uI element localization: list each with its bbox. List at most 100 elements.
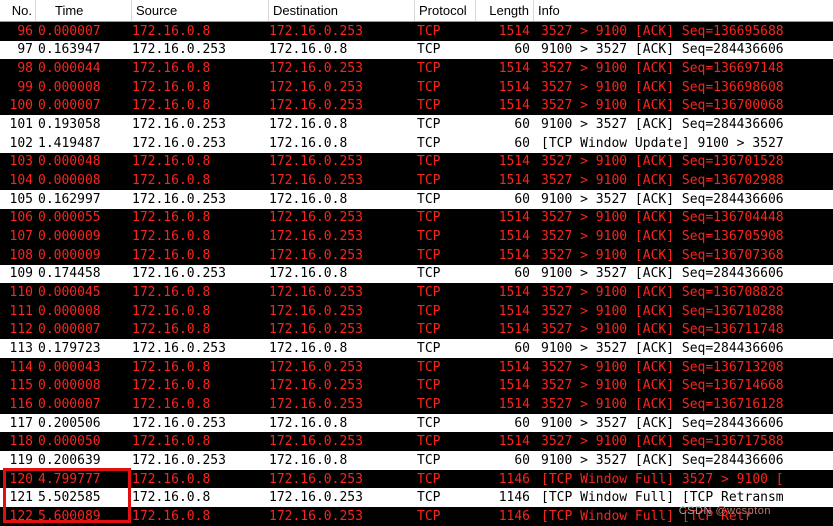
packet-protocol-cell: TCP [417,247,441,263]
column-header-no[interactable]: No. [0,0,36,21]
packet-row[interactable]: 115 0.000008 172.16.0.8 172.16.0.253 TCP… [0,376,833,396]
packet-destination-cell: 172.16.0.253 [269,396,363,412]
packet-info-cell: 9100 > 3527 [ACK] Seq=284436606 [541,266,784,282]
packet-length-cell: 1146 [498,490,530,506]
packet-info-cell: 9100 > 3527 [ACK] Seq=284436606 [541,415,784,431]
packet-protocol-cell: TCP [417,490,441,506]
packet-row[interactable]: 103 0.000048 172.16.0.8 172.16.0.253 TCP… [0,152,833,172]
packet-protocol-cell: TCP [417,434,441,450]
packet-no-cell: 115 [9,378,33,394]
packet-no-cell: 117 [9,415,33,431]
packet-source-cell: 172.16.0.8 [132,378,211,394]
packet-row[interactable]: 118 0.000050 172.16.0.8 172.16.0.253 TCP… [0,432,833,452]
packet-length-cell: 60 [514,42,530,58]
column-header-protocol[interactable]: Protocol [415,0,476,21]
packet-info-cell: 3527 > 9100 [ACK] Seq=136707368 [541,247,784,263]
packet-info-cell: 3527 > 9100 [ACK] Seq=136701528 [541,154,784,170]
packet-row[interactable]: 101 0.193058 172.16.0.253 172.16.0.8 TCP… [0,115,833,134]
packet-source-cell: 172.16.0.253 [132,452,226,468]
packet-protocol-cell: TCP [417,210,441,226]
packet-no-cell: 122 [9,508,33,524]
packet-no-cell: 111 [9,303,33,319]
packet-time-cell: 0.000055 [38,210,101,226]
packet-time-cell: 0.000008 [38,79,101,95]
packet-row[interactable]: 107 0.000009 172.16.0.8 172.16.0.253 TCP… [0,227,833,246]
packet-row[interactable]: 114 0.000043 172.16.0.8 172.16.0.253 TCP… [0,357,833,377]
packet-no-cell: 114 [9,359,33,375]
packet-row[interactable]: 121 5.502585 172.16.0.8 172.16.0.253 TCP… [0,488,833,508]
packet-destination-cell: 172.16.0.8 [269,191,348,207]
packet-protocol-cell: TCP [417,117,441,133]
column-header-length[interactable]: Length [476,0,534,21]
packet-length-cell: 60 [514,191,530,207]
column-header-destination[interactable]: Destination [269,0,415,21]
packet-length-cell: 1514 [498,378,530,394]
packet-source-cell: 172.16.0.8 [132,98,211,114]
packet-destination-cell: 172.16.0.253 [269,98,363,114]
packet-no-cell: 101 [9,117,33,133]
packet-time-cell: 0.193058 [38,117,101,133]
packet-row[interactable]: 113 0.179723 172.16.0.253 172.16.0.8 TCP… [0,339,833,358]
packet-time-cell: 0.000045 [38,285,101,301]
packet-row[interactable]: 119 0.200639 172.16.0.253 172.16.0.8 TCP… [0,451,833,470]
packet-row[interactable]: 106 0.000055 172.16.0.8 172.16.0.253 TCP… [0,208,833,228]
packet-row[interactable]: 120 4.799777 172.16.0.8 172.16.0.253 TCP… [0,469,833,489]
packet-row[interactable]: 104 0.000008 172.16.0.8 172.16.0.253 TCP… [0,171,833,190]
packet-row[interactable]: 116 0.000007 172.16.0.8 172.16.0.253 TCP… [0,395,833,414]
packet-row[interactable]: 98 0.000044 172.16.0.8 172.16.0.253 TCP … [0,59,833,78]
packet-destination-cell: 172.16.0.253 [269,378,363,394]
packet-time-cell: 0.000008 [38,303,101,319]
packet-row[interactable]: 122 5.600089 172.16.0.8 172.16.0.253 TCP… [0,507,833,526]
packet-row[interactable]: 105 0.162997 172.16.0.253 172.16.0.8 TCP… [0,189,833,209]
packet-row[interactable]: 96 0.000007 172.16.0.8 172.16.0.253 TCP … [0,22,833,41]
packet-destination-cell: 172.16.0.253 [269,229,363,245]
packet-time-cell: 0.179723 [38,340,101,356]
packet-source-cell: 172.16.0.8 [132,23,211,39]
packet-protocol-cell: TCP [417,154,441,170]
packet-row[interactable]: 97 0.163947 172.16.0.253 172.16.0.8 TCP … [0,40,833,60]
packet-source-cell: 172.16.0.8 [132,303,211,319]
packet-time-cell: 0.000043 [38,359,101,375]
packet-no-cell: 112 [9,322,33,338]
column-header-source[interactable]: Source [132,0,269,21]
packet-protocol-cell: TCP [417,173,441,189]
packet-destination-cell: 172.16.0.8 [269,415,348,431]
packet-destination-cell: 172.16.0.8 [269,135,348,151]
packet-info-cell: 3527 > 9100 [ACK] Seq=136702988 [541,173,784,189]
packet-row[interactable]: 109 0.174458 172.16.0.253 172.16.0.8 TCP… [0,264,833,284]
packet-protocol-cell: TCP [417,61,441,77]
packet-row[interactable]: 99 0.000008 172.16.0.8 172.16.0.253 TCP … [0,77,833,97]
packet-length-cell: 60 [514,117,530,133]
packet-protocol-cell: TCP [417,322,441,338]
packet-row[interactable]: 100 0.000007 172.16.0.8 172.16.0.253 TCP… [0,96,833,116]
packet-no-cell: 120 [9,471,33,487]
packet-destination-cell: 172.16.0.253 [269,173,363,189]
packet-destination-cell: 172.16.0.253 [269,490,363,506]
packet-time-cell: 0.000048 [38,154,101,170]
packet-row[interactable]: 108 0.000009 172.16.0.8 172.16.0.253 TCP… [0,245,833,265]
packet-row[interactable]: 111 0.000008 172.16.0.8 172.16.0.253 TCP… [0,301,833,321]
packet-info-cell: 3527 > 9100 [ACK] Seq=136697148 [541,61,784,77]
packet-source-cell: 172.16.0.8 [132,471,211,487]
packet-time-cell: 0.000008 [38,173,101,189]
packet-row[interactable]: 117 0.200506 172.16.0.253 172.16.0.8 TCP… [0,413,833,433]
packet-protocol-cell: TCP [417,340,441,356]
packet-source-cell: 172.16.0.8 [132,210,211,226]
column-header-time[interactable]: Time [36,0,132,21]
packet-destination-cell: 172.16.0.8 [269,340,348,356]
packet-row[interactable]: 112 0.000007 172.16.0.8 172.16.0.253 TCP… [0,320,833,340]
packet-info-cell: 3527 > 9100 [ACK] Seq=136716128 [541,396,784,412]
packet-length-cell: 1514 [498,79,530,95]
packet-no-cell: 105 [9,191,33,207]
packet-time-cell: 1.419487 [38,135,101,151]
packet-no-cell: 106 [9,210,33,226]
packet-source-cell: 172.16.0.253 [132,117,226,133]
packet-info-cell: 3527 > 9100 [ACK] Seq=136711748 [541,322,784,338]
packet-source-cell: 172.16.0.8 [132,285,211,301]
column-header-info[interactable]: Info [538,3,560,18]
packet-info-cell: 3527 > 9100 [ACK] Seq=136705908 [541,229,784,245]
packet-row[interactable]: 110 0.000045 172.16.0.8 172.16.0.253 TCP… [0,283,833,302]
packet-row[interactable]: 102 1.419487 172.16.0.253 172.16.0.8 TCP… [0,133,833,153]
packet-source-cell: 172.16.0.253 [132,415,226,431]
packet-length-cell: 1514 [498,285,530,301]
